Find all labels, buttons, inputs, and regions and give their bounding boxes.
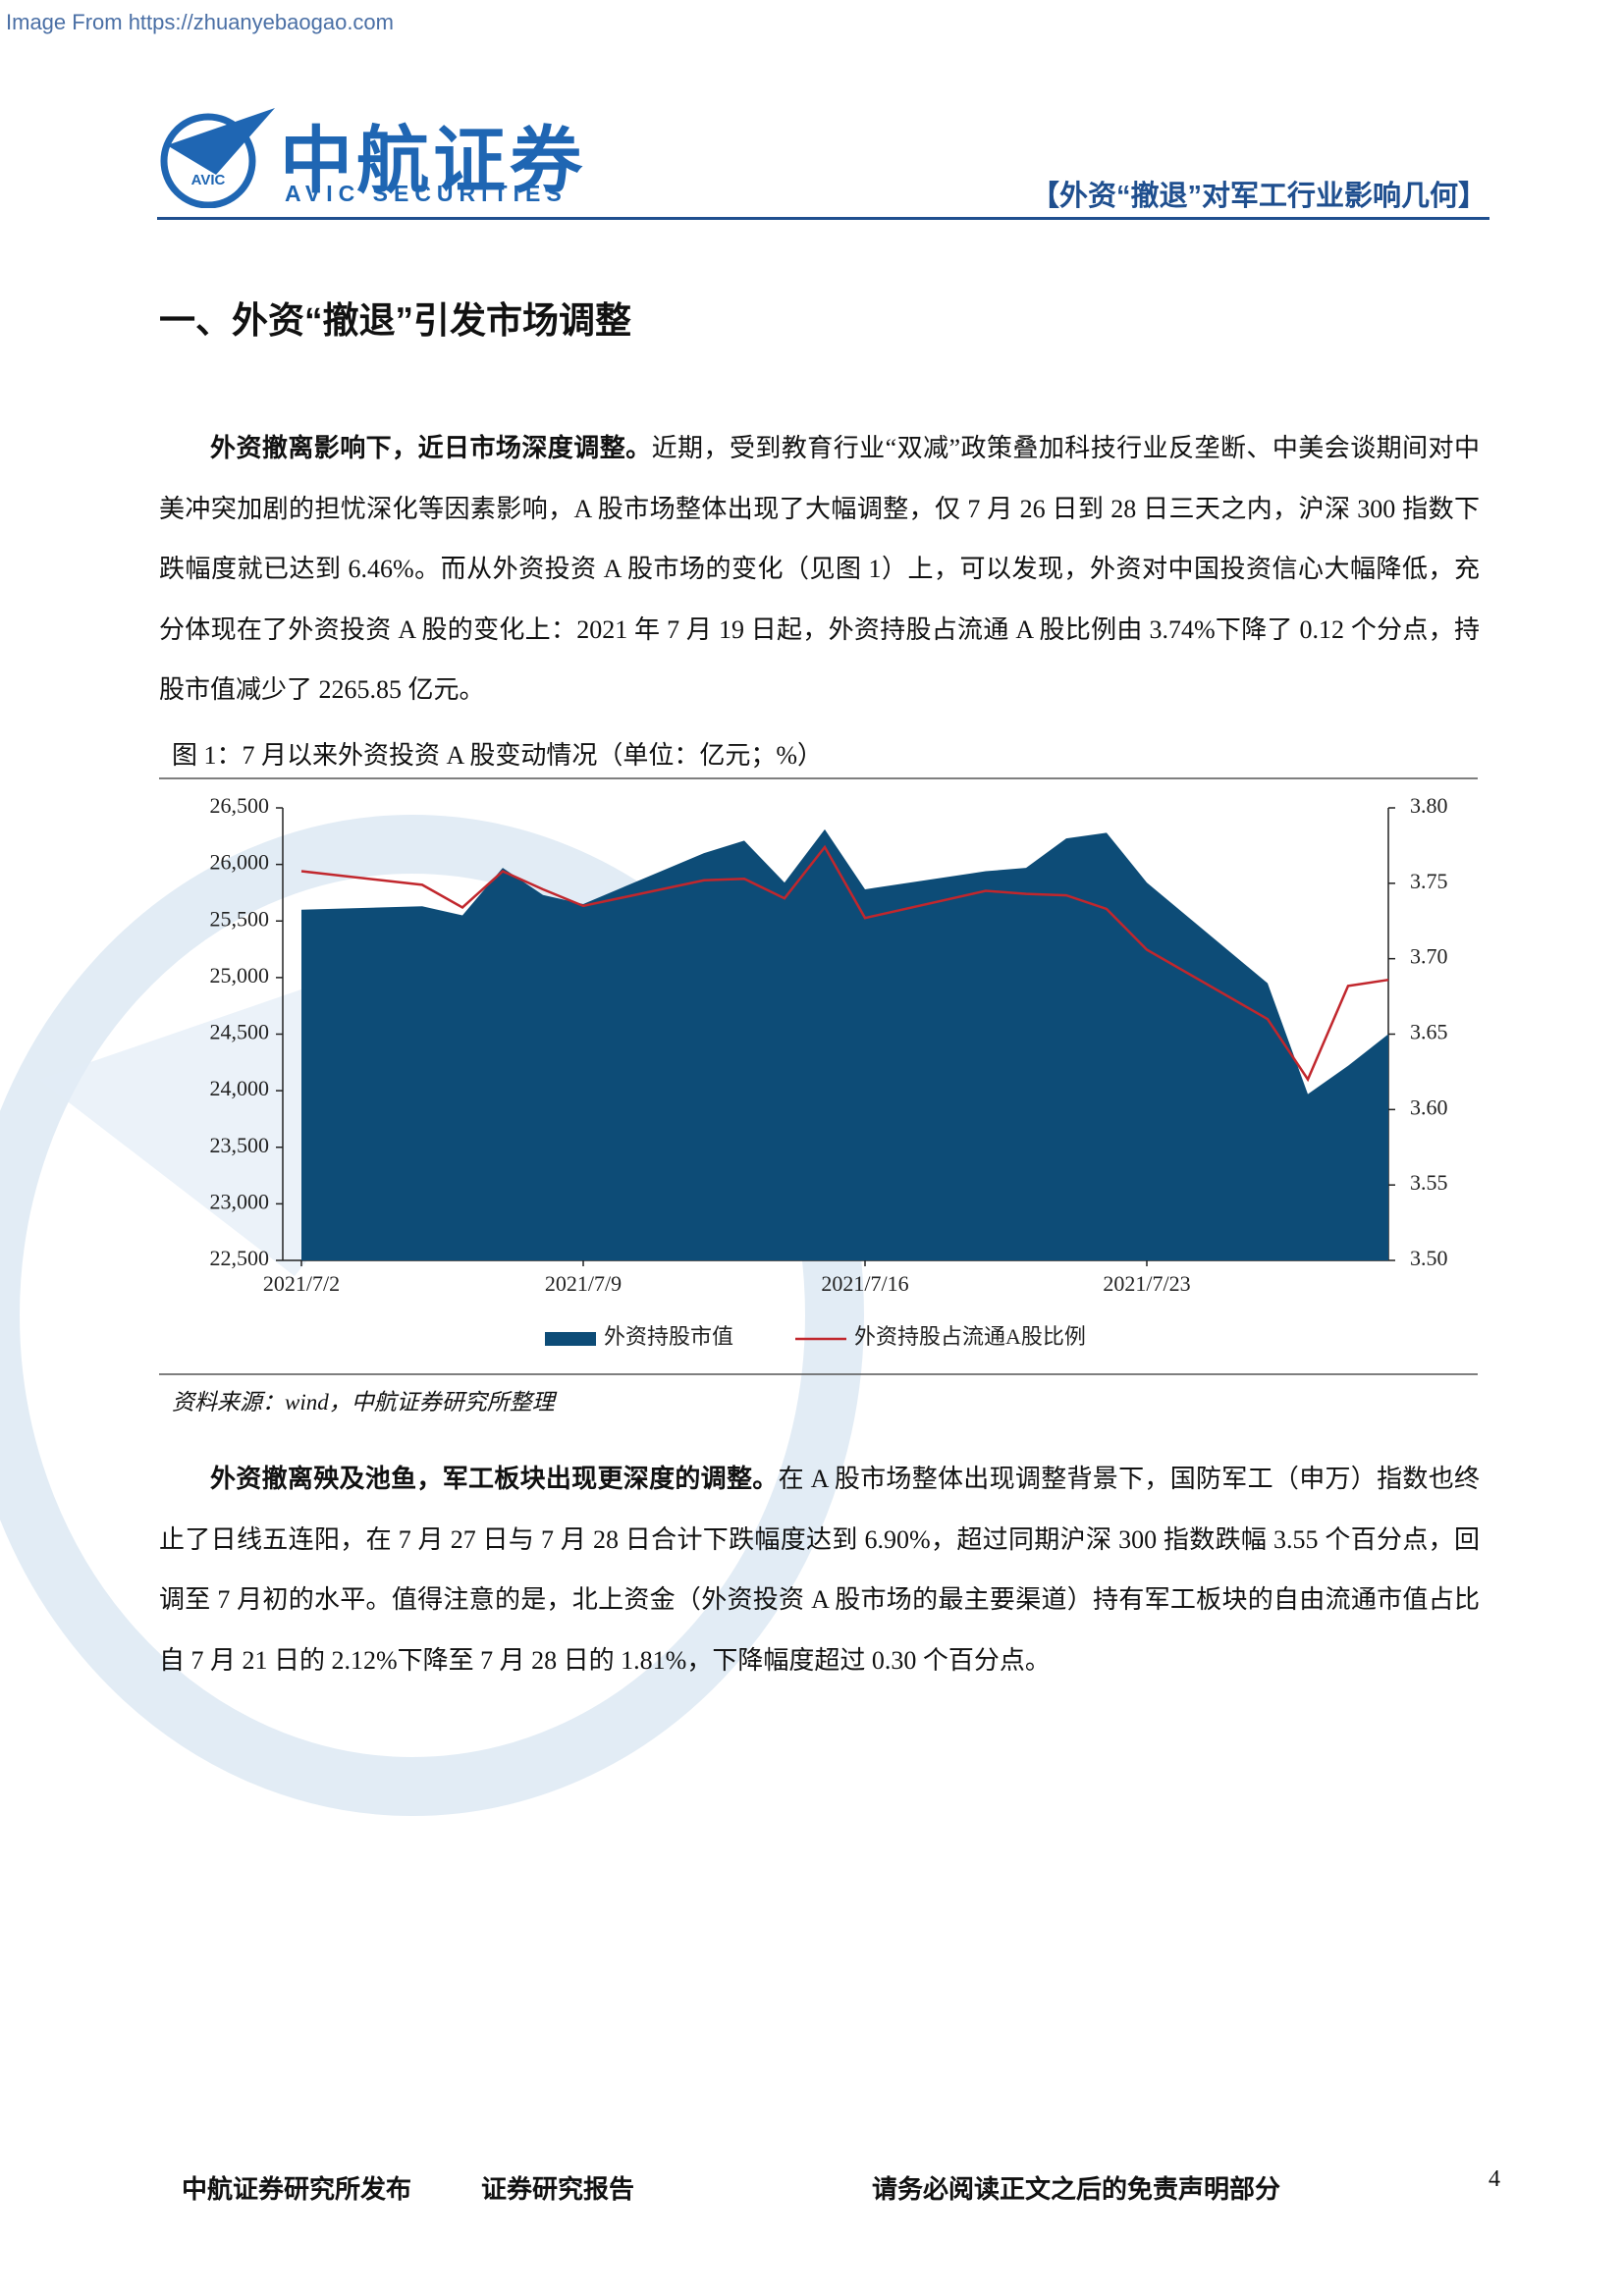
paragraph-lead: 外资撤离殃及池鱼，军工板块出现更深度的调整。 bbox=[210, 1464, 779, 1493]
y-tick-label: 24,500 bbox=[210, 1020, 270, 1044]
y2-tick-label: 3.60 bbox=[1410, 1095, 1448, 1119]
paragraph: 外资撤离殃及池鱼，军工板块出现更深度的调整。在 A 股市场整体出现调整背景下，国… bbox=[159, 1449, 1480, 1690]
y2-tick-label: 3.80 bbox=[1410, 793, 1448, 818]
paragraph-body: 近期，受到教育行业“双减”政策叠加科技行业反垄断、中美会谈期间对中美冲突加剧的担… bbox=[159, 434, 1480, 704]
paragraph: 外资撤离影响下，近日市场深度调整。近期，受到教育行业“双减”政策叠加科技行业反垄… bbox=[159, 418, 1480, 721]
header-rule bbox=[157, 217, 1489, 220]
footer-report-type: 证券研究报告 bbox=[481, 2174, 635, 2204]
footer-disclaimer: 请务必阅读正文之后的免责声明部分 bbox=[872, 2174, 1281, 2204]
x-tick-label: 2021/7/9 bbox=[545, 1271, 622, 1296]
y2-tick-label: 3.70 bbox=[1410, 944, 1448, 969]
line bbox=[300, 844, 1389, 1083]
page-number: 4 bbox=[1489, 2166, 1500, 2192]
y-tick-label: 26,000 bbox=[210, 850, 270, 875]
x-tick-label: 2021/7/16 bbox=[821, 1271, 908, 1296]
footer-publisher: 中航证券研究所发布 bbox=[182, 2174, 412, 2204]
y2-tick-label: 3.50 bbox=[1410, 1246, 1448, 1270]
paragraph-body: 在 A 股市场整体出现调整背景下，国防军工（申万）指数也终止了日线五连阳，在 7… bbox=[159, 1465, 1480, 1675]
logo-cn: 中航证券 bbox=[280, 120, 586, 201]
y2-tick-label: 3.65 bbox=[1410, 1020, 1448, 1044]
y-tick-label: 22,500 bbox=[210, 1246, 270, 1270]
source-note: Image From https://zhuanyebaogao.com bbox=[6, 10, 394, 34]
legend-swatch bbox=[545, 1332, 596, 1346]
y-tick-label: 25,000 bbox=[210, 963, 270, 988]
x-tick-label: 2021/7/23 bbox=[1103, 1271, 1190, 1296]
logo-badge: AVIC bbox=[191, 172, 226, 188]
section-heading: 一、外资“撤退”引发市场调整 bbox=[159, 300, 631, 341]
figure-caption: 图 1：7 月以来外资投资 A 股变动情况（单位：亿元；%） bbox=[172, 741, 824, 770]
y-tick-label: 23,000 bbox=[210, 1189, 270, 1213]
paragraph-lead: 外资撤离影响下，近日市场深度调整。 bbox=[210, 433, 652, 462]
x-tick-label: 2021/7/2 bbox=[263, 1271, 340, 1296]
area bbox=[301, 828, 1388, 1260]
legend-label: 外资持股市值 bbox=[604, 1324, 733, 1349]
report-title: 【外资“撤退”对军工行业影响几何】 bbox=[1030, 181, 1487, 212]
y-tick-label: 24,000 bbox=[210, 1076, 270, 1100]
y-tick-label: 26,500 bbox=[210, 793, 270, 818]
legend-label: 外资持股占流通A股比例 bbox=[854, 1324, 1086, 1349]
y2-tick-label: 3.55 bbox=[1410, 1170, 1448, 1195]
y-tick-label: 25,500 bbox=[210, 906, 270, 931]
chart: 22,500 23,000 23,500 24,000 24,500 25,000 25,5… bbox=[159, 777, 1478, 1375]
y2-tick-label: 3.75 bbox=[1410, 869, 1448, 893]
y-tick-label: 23,500 bbox=[210, 1133, 270, 1157]
logo-en: AVIC SECURITIES bbox=[285, 181, 568, 206]
logo: AVIC bbox=[160, 108, 275, 208]
figure-source: 资料来源：wind，中航证券研究所整理 bbox=[172, 1390, 555, 1415]
